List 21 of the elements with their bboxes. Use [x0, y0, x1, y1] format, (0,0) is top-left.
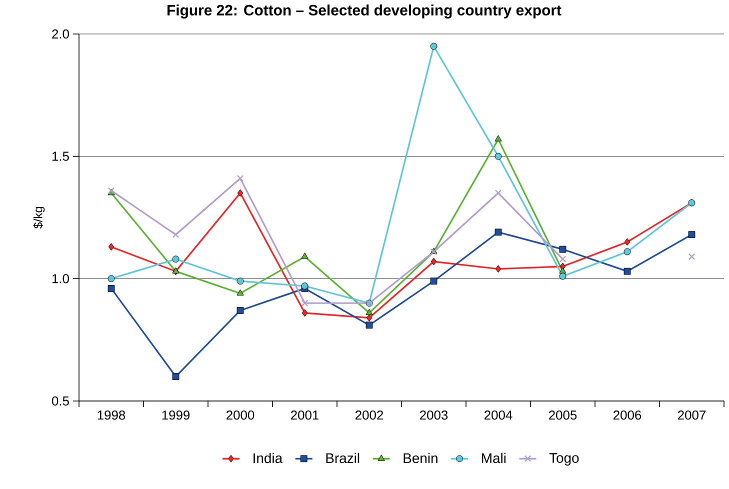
- y-tick-label: 2.0: [52, 29, 69, 39]
- y-axis-title: $/kg: [33, 206, 45, 229]
- legend-label: Brazil: [326, 452, 360, 464]
- chart-title: Figure 22: Cotton – Selected developing country export: [168, 4, 562, 19]
- y-tick-label: 0.5: [52, 396, 69, 406]
- x-tick-label: 2003: [420, 410, 448, 420]
- legend-label: Mali: [482, 452, 506, 464]
- legend-label: India: [254, 452, 283, 464]
- legend-label: Togo: [549, 453, 579, 466]
- x-tick-label: 2002: [356, 410, 383, 420]
- x-tick-label: 2004: [484, 410, 512, 420]
- y-tick-label: 1.0: [52, 274, 69, 284]
- x-tick-label: 2006: [614, 410, 642, 420]
- y-tick-label: 1.5: [52, 152, 69, 161]
- x-tick-label: 1999: [162, 410, 190, 420]
- x-tick-label: 1998: [98, 410, 126, 420]
- x-tick-label: 2007: [678, 410, 706, 420]
- x-tick-label: 2000: [226, 410, 254, 420]
- legend-label: Benin: [404, 452, 438, 464]
- x-tick-label: 2001: [291, 410, 319, 420]
- x-tick-label: 2005: [549, 410, 577, 420]
